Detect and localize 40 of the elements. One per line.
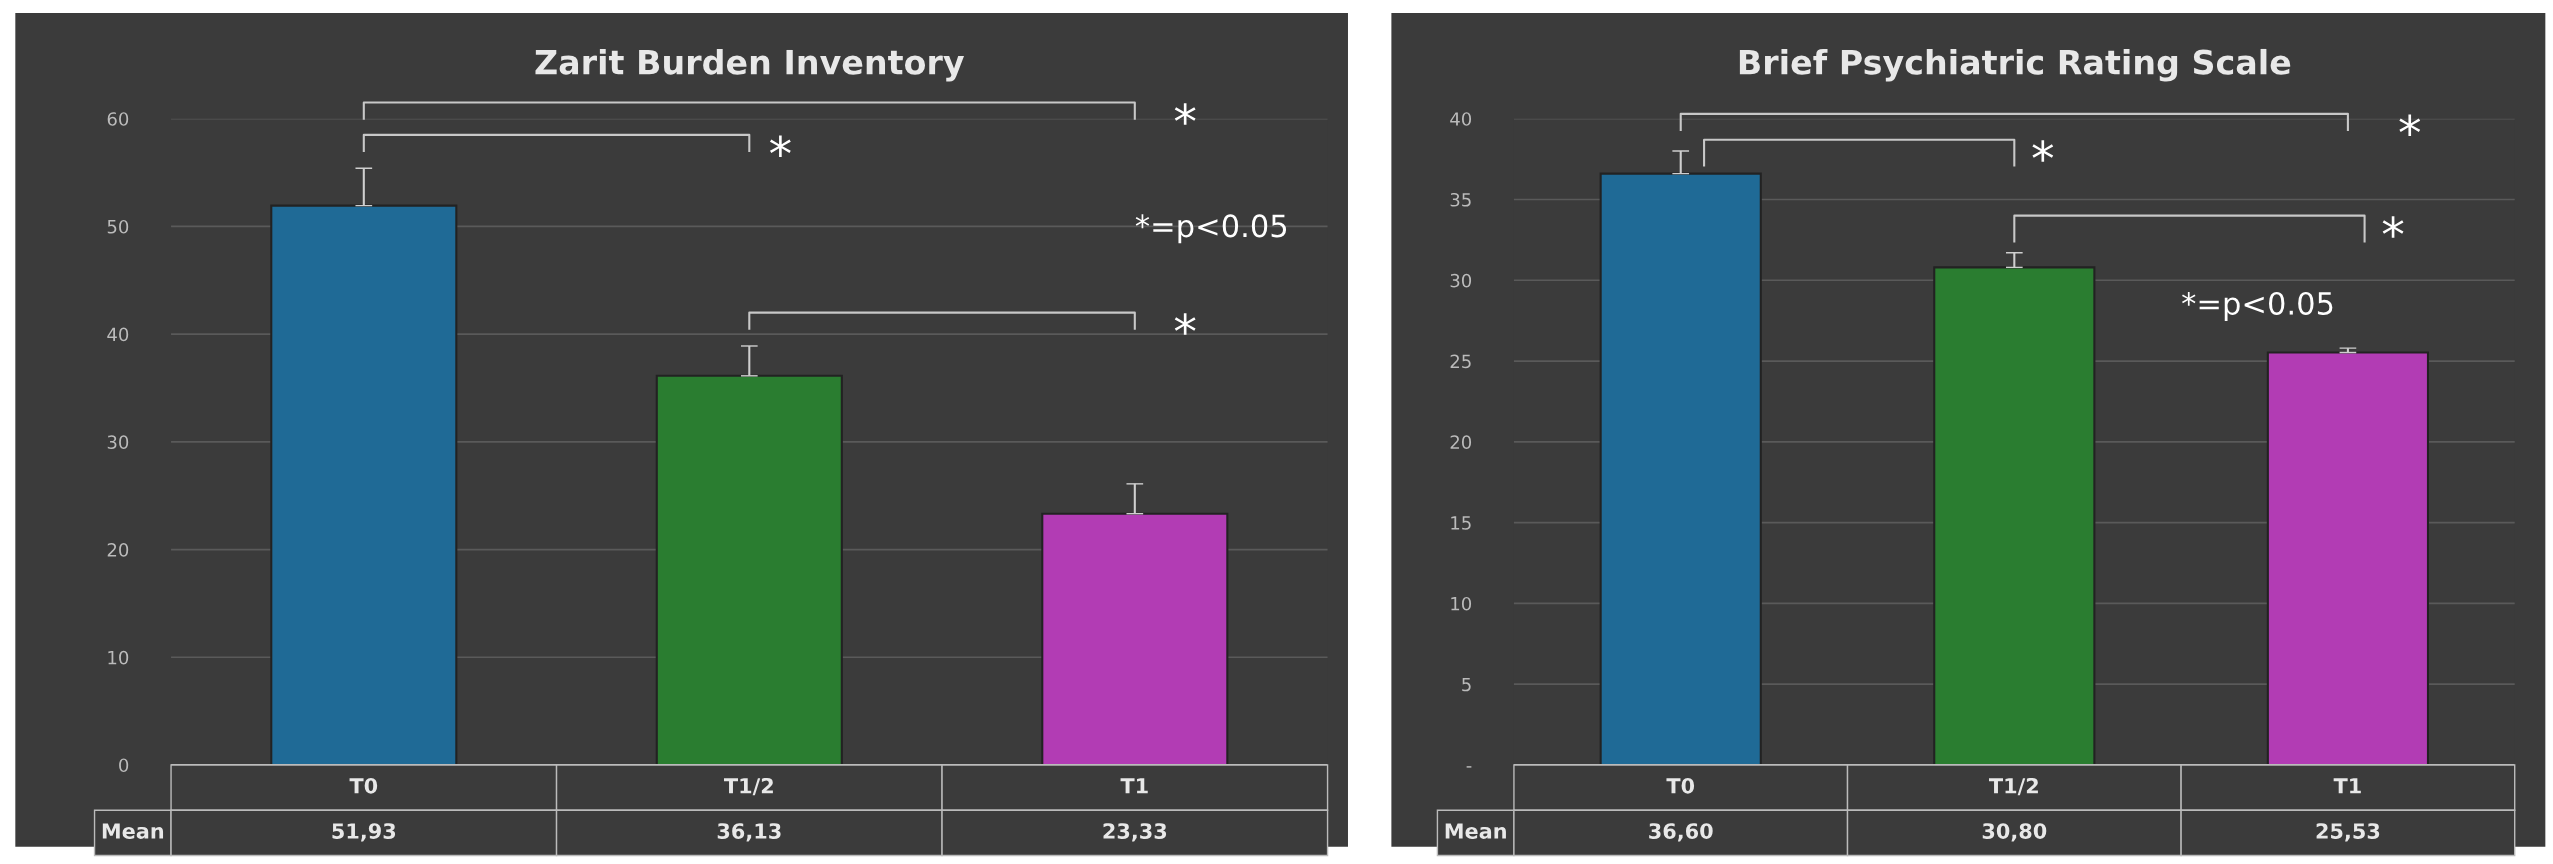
text: Mean	[1445, 823, 1506, 839]
x-tick-label: T1	[2333, 778, 2361, 794]
y-tick-label: 10	[108, 650, 129, 665]
x-tick-label: T1	[1120, 778, 1148, 794]
text: Mean	[102, 823, 164, 839]
annotation: *	[2399, 114, 2421, 137]
y-tick-label: 0	[119, 758, 129, 773]
annotation: *=p<0.05	[1135, 214, 1287, 244]
y-tick-label: 50	[107, 219, 129, 234]
annotation: *	[1174, 103, 1196, 125]
y-tick-label: 20	[107, 543, 129, 557]
y-tick-label: 35	[1450, 192, 1471, 207]
y-tick-label: 40	[1450, 112, 1472, 126]
annotation: *	[2032, 140, 2054, 162]
data-label: 23,33	[1103, 823, 1167, 842]
annotation: *	[769, 135, 791, 158]
data-label: 51,93	[332, 823, 396, 842]
y-tick-label: 30	[107, 435, 129, 449]
x-tick-label: T1/2	[724, 777, 773, 796]
y-tick-label: -	[1466, 766, 1472, 768]
y-tick-label: 60	[107, 112, 129, 126]
data-label: 36,60	[1649, 823, 1713, 842]
chart-title: Zarit Burden Inventory	[535, 48, 965, 82]
chart-title: Brief Psychiatric Rating Scale	[1739, 48, 2291, 82]
data-label: 36,13	[717, 823, 781, 842]
y-tick-label: 5	[1462, 677, 1471, 692]
y-tick-label: 40	[107, 327, 129, 342]
y-tick-label: 25	[1450, 354, 1471, 369]
y-tick-label: 20	[1450, 435, 1472, 449]
annotation: *	[2382, 216, 2404, 238]
x-tick-label: T1/2	[1989, 777, 2038, 796]
data-label: 25,53	[2316, 823, 2380, 842]
y-tick-label: 15	[1451, 516, 1471, 530]
annotation: *=p<0.05	[2182, 291, 2333, 321]
y-tick-label: 30	[1450, 273, 1472, 288]
x-tick-label: T0	[1666, 777, 1695, 794]
annotation: *	[1174, 313, 1196, 335]
x-tick-label: T0	[349, 777, 378, 794]
y-tick-label: 10	[1451, 596, 1472, 611]
data-label: 30,80	[1982, 823, 2047, 842]
